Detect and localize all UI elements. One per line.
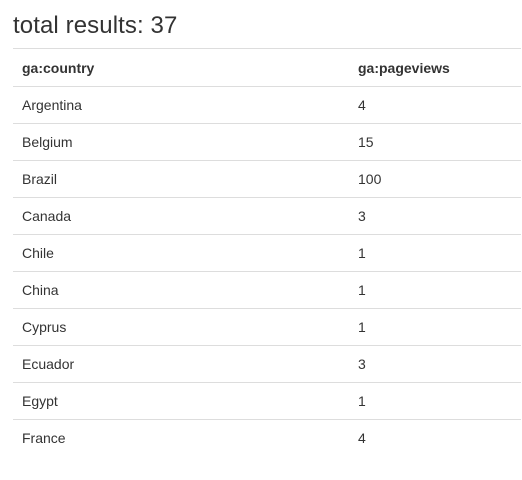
country-cell: Cyprus [13,308,349,346]
pageviews-cell: 4 [349,86,521,124]
country-cell: China [13,271,349,309]
table-row: Canada 3 [13,197,521,235]
pageviews-cell: 1 [349,308,521,346]
pageviews-cell: 3 [349,197,521,235]
pageviews-cell: 1 [349,382,521,420]
table-row: France 4 [13,419,521,456]
table-row: Belgium 15 [13,123,521,161]
pageviews-cell: 100 [349,160,521,198]
table-header: ga:country ga:pageviews [13,48,521,87]
country-cell: Ecuador [13,345,349,383]
country-cell: Chile [13,234,349,272]
country-cell: Egypt [13,382,349,420]
table-row: Ecuador 3 [13,345,521,383]
column-header-country: ga:country [13,48,349,87]
page-title: total results: 37 [13,12,178,39]
pageviews-cell: 15 [349,123,521,161]
results-table: ga:country ga:pageviews Argentina 4 Belg… [13,48,521,456]
table-row: Cyprus 1 [13,308,521,346]
country-cell: Argentina [13,86,349,124]
country-cell: Belgium [13,123,349,161]
pageviews-cell: 1 [349,234,521,272]
table-row: Egypt 1 [13,382,521,420]
pageviews-cell: 4 [349,419,521,456]
country-cell: Brazil [13,160,349,198]
table-row: Chile 1 [13,234,521,272]
country-cell: France [13,419,349,456]
pageviews-cell: 1 [349,271,521,309]
table-row: Brazil 100 [13,160,521,198]
table-row: Argentina 4 [13,86,521,124]
column-header-pageviews: ga:pageviews [349,48,521,87]
header-row: ga:country ga:pageviews [13,48,521,87]
table-body: Argentina 4 Belgium 15 Brazil 100 Canada… [13,86,521,456]
pageviews-cell: 3 [349,345,521,383]
country-cell: Canada [13,197,349,235]
table-row: China 1 [13,271,521,309]
